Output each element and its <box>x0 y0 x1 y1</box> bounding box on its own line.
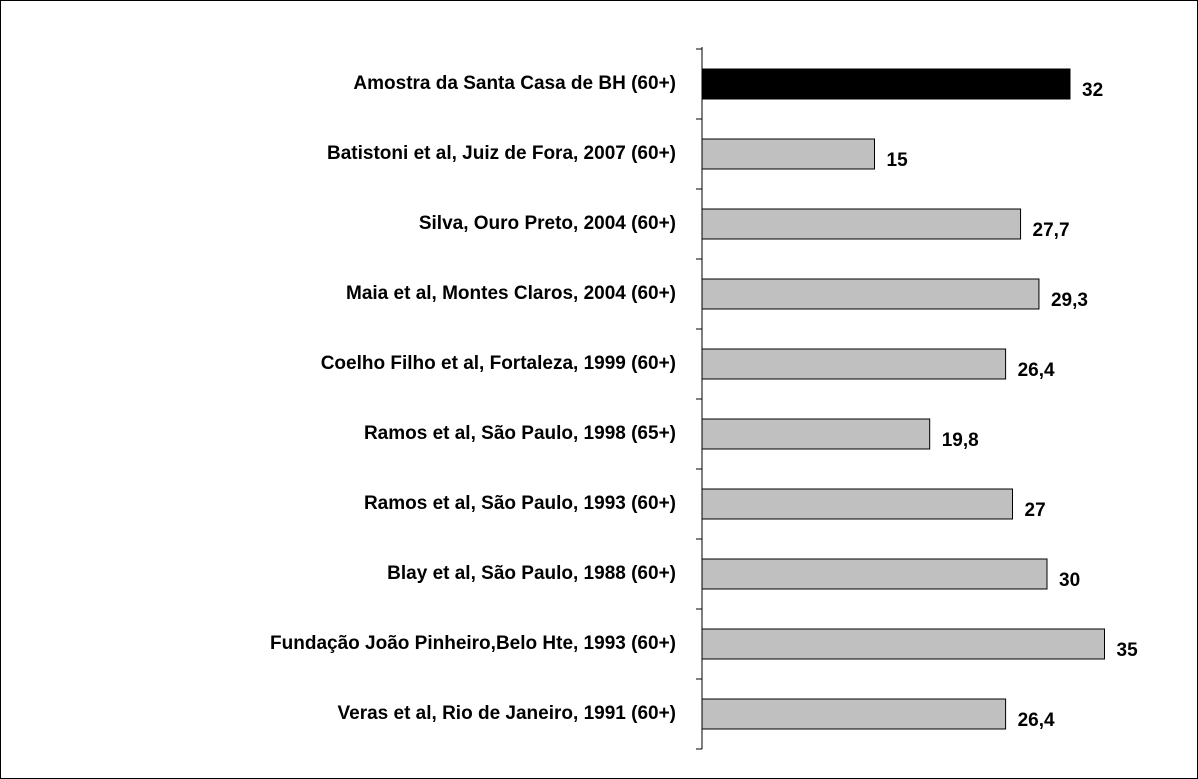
category-label: Maia et al, Montes Claros, 2004 (60+) <box>346 283 676 304</box>
value-label: 15 <box>887 150 909 171</box>
value-label: 30 <box>1059 570 1080 591</box>
value-label: 32 <box>1082 80 1103 101</box>
value-label: 26,4 <box>1018 360 1055 381</box>
bar <box>701 208 1022 240</box>
bar <box>701 628 1105 660</box>
value-label: 27,7 <box>1033 220 1070 241</box>
bar <box>701 68 1071 100</box>
bar <box>701 488 1013 520</box>
bar <box>701 418 931 450</box>
value-label: 26,4 <box>1018 710 1055 731</box>
category-label: Silva, Ouro Preto, 2004 (60+) <box>419 213 676 234</box>
category-label: Coelho Filho et al, Fortaleza, 1999 (60+… <box>321 353 676 374</box>
category-label: Veras et al, Rio de Janeiro, 1991 (60+) <box>338 703 676 724</box>
bar <box>701 558 1048 590</box>
value-label: 35 <box>1117 640 1139 661</box>
bar <box>701 348 1007 380</box>
category-label: Ramos et al, São Paulo, 1998 (65+) <box>364 423 676 444</box>
category-label: Amostra da Santa Casa de BH (60+) <box>353 73 676 94</box>
category-label: Batistoni et al, Juiz de Fora, 2007 (60+… <box>327 143 676 164</box>
value-label: 27 <box>1025 500 1046 521</box>
category-label: Ramos et al, São Paulo, 1993 (60+) <box>364 493 676 514</box>
value-label: 29,3 <box>1051 290 1088 311</box>
category-label: Blay et al, São Paulo, 1988 (60+) <box>387 563 676 584</box>
bar <box>701 698 1007 730</box>
value-label: 19,8 <box>942 430 979 451</box>
category-label: Fundação João Pinheiro,Belo Hte, 1993 (6… <box>270 633 676 654</box>
bar <box>701 138 875 170</box>
bar <box>701 278 1040 310</box>
